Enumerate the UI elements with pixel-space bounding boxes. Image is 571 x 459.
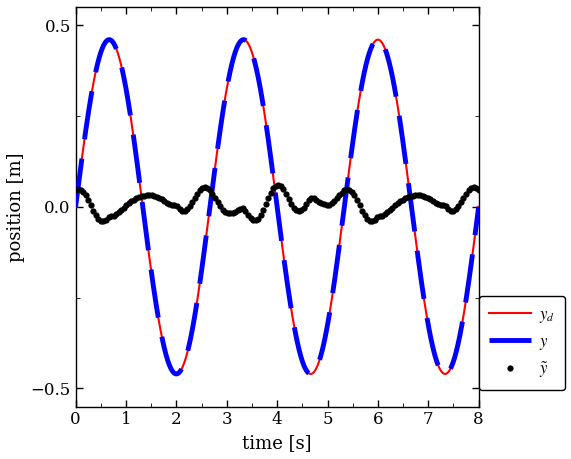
Y-axis label: position [m]: position [m] xyxy=(7,152,25,262)
$y_d$ xyxy=(443,371,450,376)
$y$ xyxy=(264,130,271,135)
$y_d$ xyxy=(245,41,252,47)
$\tilde{y}$ xyxy=(339,190,345,196)
$\tilde{y}$ xyxy=(100,218,107,224)
$y_d$ xyxy=(463,294,470,300)
$\tilde{y}$ xyxy=(300,205,307,210)
Line: $y_d$: $y_d$ xyxy=(75,39,478,374)
X-axis label: time [s]: time [s] xyxy=(242,434,312,452)
Line: $\tilde{y}$: $\tilde{y}$ xyxy=(73,182,482,224)
$y$ xyxy=(365,52,372,58)
$y$ xyxy=(72,204,79,210)
$y_d$ xyxy=(365,52,372,58)
Line: $y$: $y$ xyxy=(75,39,478,374)
$\tilde{y}$ xyxy=(72,188,79,193)
$y_d$ xyxy=(264,130,271,135)
$\tilde{y}$ xyxy=(460,196,467,201)
$y$ xyxy=(245,41,252,47)
$y_d$ xyxy=(475,204,482,210)
$y$ xyxy=(443,371,450,376)
$y$ xyxy=(475,204,482,210)
$y_d$ xyxy=(106,37,112,42)
$\tilde{y}$ xyxy=(275,182,282,188)
$\tilde{y}$ xyxy=(475,188,482,193)
$y_d$ xyxy=(242,37,248,43)
$\tilde{y}$ xyxy=(156,195,163,201)
$y$ xyxy=(463,294,470,300)
$y_d$ xyxy=(72,204,79,210)
$y_d$ xyxy=(173,371,180,377)
$\tilde{y}$ xyxy=(407,194,413,199)
Legend: $y_d$, $y$, $\tilde{y}$: $y_d$, $y$, $\tilde{y}$ xyxy=(479,296,565,390)
$y$ xyxy=(173,371,180,377)
$\tilde{y}$ xyxy=(189,200,196,205)
$y$ xyxy=(242,37,248,43)
$y$ xyxy=(106,37,112,42)
